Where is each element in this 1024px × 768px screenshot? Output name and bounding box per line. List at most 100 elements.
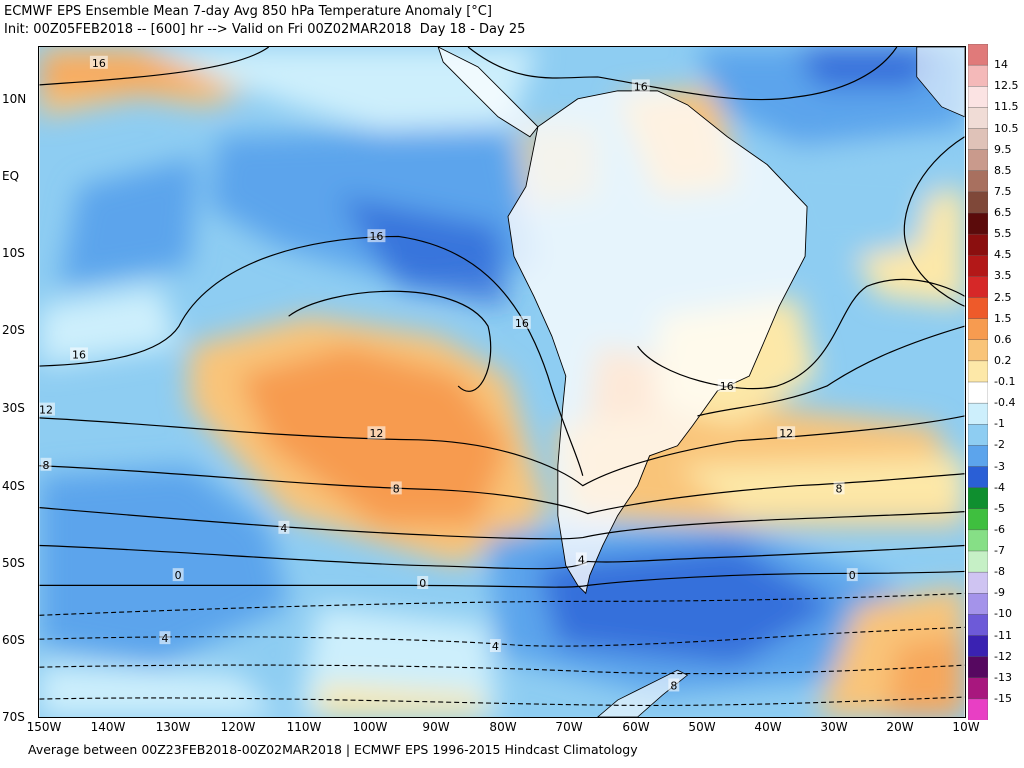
lat-label-50s: 50S: [2, 556, 25, 570]
contour-label: 0: [419, 577, 426, 590]
colorbar-swatch: [968, 571, 988, 594]
colorbar-swatch: [968, 508, 988, 531]
lat-label-10n: 10N: [2, 92, 27, 106]
colorbar-label: -0.4: [994, 396, 1016, 410]
contour-label-bg: [172, 568, 184, 582]
contour-label-bg: [717, 378, 736, 392]
colorbar-swatch: [968, 297, 988, 320]
lon-label-130w: 130W: [155, 720, 191, 734]
colorbar-label: 8.5: [994, 163, 1012, 177]
contour-label-bg: [631, 79, 650, 93]
colorbar-swatch: [968, 529, 988, 552]
contour-label-bg: [575, 552, 587, 566]
colorbar-swatch: [968, 698, 988, 720]
colorbar-swatch: [968, 149, 988, 172]
contour-label-bg: [278, 520, 290, 534]
colorbar-label: 3.5: [994, 269, 1012, 283]
footer-caption: Average between 00Z23FEB2018-00Z02MAR201…: [28, 742, 638, 757]
anomaly-field: [39, 47, 965, 717]
contour-label-bg: [89, 55, 108, 69]
colorbar: [968, 44, 988, 720]
contour-label: 4: [161, 632, 168, 645]
colorbar-swatch: [968, 614, 988, 636]
contour-label: 16: [634, 80, 648, 93]
negative-contours: [39, 592, 965, 706]
contour-label-bg: [70, 347, 89, 361]
contour-label: 4: [280, 522, 287, 535]
colorbar-label: -7: [994, 544, 1005, 557]
colorbar-swatch: [968, 86, 988, 108]
colorbar-label: -5: [994, 501, 1005, 515]
colorbar-swatch: [968, 487, 988, 510]
lon-label-70w: 70W: [555, 720, 583, 734]
lon-label-80w: 80W: [489, 720, 517, 734]
contour-label-bg: [367, 229, 386, 243]
lon-label-20w: 20W: [886, 720, 914, 734]
colorbar-label: -2: [994, 438, 1005, 452]
contour-label: 12: [39, 404, 53, 417]
contour-label-bg: [777, 426, 796, 440]
africa-landmass: [916, 47, 965, 118]
contour-label-bg: [668, 678, 680, 692]
lon-label-100w: 100W: [352, 720, 388, 734]
colorbar-label: 11.5: [994, 100, 1019, 114]
lon-label-30w: 30W: [820, 720, 848, 734]
colorbar-label: -0.1: [994, 375, 1016, 388]
colorbar-label: 1.5: [994, 311, 1012, 325]
lat-label-20s: 20S: [2, 323, 25, 337]
contour-label-bg: [489, 639, 501, 653]
contour-label: 0: [175, 569, 182, 582]
contour-label-bg: [40, 457, 52, 471]
colorbar-swatch: [968, 360, 988, 383]
contour-label-bg: [39, 402, 55, 416]
contour-label-bg: [159, 631, 171, 645]
lat-label-eq: EQ: [2, 169, 20, 183]
contour-label-bg: [390, 481, 402, 495]
contour-label: 12: [369, 427, 383, 440]
colorbar-label: 14: [994, 58, 1008, 72]
colorbar-label: 7.5: [994, 184, 1012, 198]
contour-label: 8: [393, 482, 400, 495]
contour-label: 4: [578, 553, 585, 566]
lon-label-120w: 120W: [220, 720, 256, 734]
colorbar-label: 2.5: [994, 290, 1012, 304]
colorbar-label: -12: [994, 649, 1012, 663]
lat-label-70s: 70S: [2, 710, 25, 724]
colorbar-swatch: [968, 44, 988, 66]
chart-title: ECMWF EPS Ensemble Mean 7-day Avg 850 hP…: [4, 4, 492, 19]
contour-label-bg: [846, 568, 858, 582]
contour-label: 16: [369, 230, 383, 243]
colorbar-swatch: [968, 107, 988, 129]
colorbar-swatch: [968, 677, 988, 700]
contour-label: 16: [720, 380, 734, 393]
contour-label: 4: [492, 640, 499, 653]
contour-label: 8: [836, 482, 843, 495]
colorbar-label: -6: [994, 522, 1005, 536]
contour-label-bg: [367, 426, 386, 440]
contour-label: 0: [849, 569, 856, 582]
lat-label-60s: 60S: [2, 633, 25, 647]
colorbar-swatch: [968, 212, 988, 235]
contour-label-bg: [833, 481, 845, 495]
antarctic-peninsula-landmass: [597, 669, 689, 717]
colorbar-label: -8: [994, 565, 1005, 579]
colorbar-label: 5.5: [994, 227, 1012, 241]
lat-label-30s: 30S: [2, 401, 25, 415]
colorbar-swatch: [968, 424, 988, 446]
colorbar-swatch: [968, 128, 988, 151]
colorbar-label: -1: [994, 417, 1005, 431]
lat-label-40s: 40S: [2, 479, 25, 493]
colorbar-label: 12.5: [994, 79, 1019, 93]
lat-label-10s: 10S: [2, 246, 25, 260]
colorbar-label: -9: [994, 586, 1005, 600]
lon-label-150w: 150W: [26, 720, 62, 734]
colorbar-label: 9.5: [994, 142, 1012, 156]
chart-subtitle: Init: 00Z05FEB2018 -- [600] hr --> Valid…: [4, 22, 526, 37]
lon-label-110w: 110W: [286, 720, 322, 734]
contour-label: 16: [72, 348, 86, 361]
colorbar-swatch: [968, 191, 988, 214]
colorbar-swatch: [968, 550, 988, 573]
colorbar-swatch: [968, 64, 988, 87]
colorbar-swatch: [968, 170, 988, 193]
colorbar-label: -4: [994, 480, 1005, 494]
